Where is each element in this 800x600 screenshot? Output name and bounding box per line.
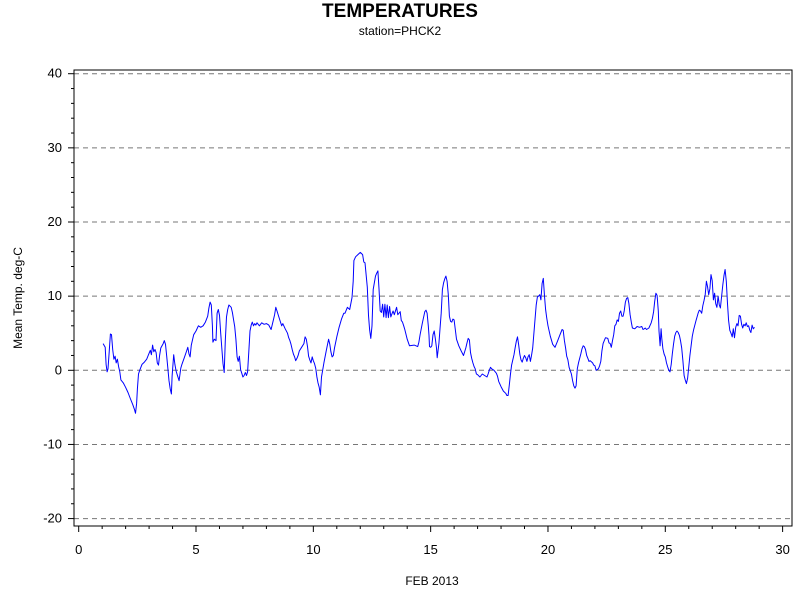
y-tick-label: -10 — [43, 436, 62, 451]
x-tick-label: 10 — [306, 542, 320, 557]
y-tick-label: 30 — [48, 140, 62, 155]
x-tick-label: 30 — [775, 542, 789, 557]
y-tick-label: 20 — [48, 214, 62, 229]
y-axis-label: Mean Temp. deg-C — [11, 247, 25, 349]
x-tick-label: 20 — [541, 542, 555, 557]
minor-ticks — [71, 88, 760, 529]
y-tick-label: 40 — [48, 66, 62, 81]
y-tick-label: 0 — [55, 362, 62, 377]
x-tick-label: 25 — [658, 542, 672, 557]
y-tick-label: -20 — [43, 511, 62, 526]
gridlines — [74, 73, 792, 520]
x-tick-label: 0 — [75, 542, 82, 557]
chart-title: TEMPERATURES — [322, 1, 478, 22]
plot-frame — [73, 69, 793, 527]
y-axis: -20 -10 0 10 20 30 40 — [43, 66, 74, 526]
x-tick-label: 15 — [423, 542, 437, 557]
x-axis-label: FEB 2013 — [405, 574, 459, 588]
temperature-series-line — [102, 251, 755, 414]
y-tick-label: 10 — [48, 288, 62, 303]
x-axis: 0 5 10 15 20 25 30 — [75, 526, 790, 557]
x-tick-label: 5 — [192, 542, 199, 557]
chart-subtitle: station=PHCK2 — [359, 24, 442, 38]
